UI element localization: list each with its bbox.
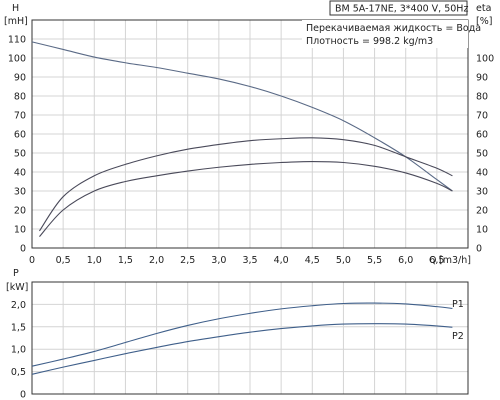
flow-tick-label: 1,0 (87, 255, 102, 266)
eta-tick-label: 30 (476, 187, 488, 198)
flow-tick-label: 0,5 (56, 255, 71, 266)
top-right-tick-labels: 0 10 20 30 40 50 60 70 80 90 100 (476, 54, 494, 255)
eta-tick-label: 60 (476, 130, 488, 141)
eta-axis-name: eta (476, 3, 491, 14)
flow-tick-label: 4,5 (305, 255, 320, 266)
top-left-tick-labels: 0 10 20 30 40 50 60 70 80 90 100 110 (8, 35, 26, 255)
power-tick-label: 0 (20, 390, 26, 400)
flow-tick-label: 2,0 (149, 255, 164, 266)
power-tick-label: 2,0 (11, 300, 26, 311)
flow-axis-name: Q (429, 255, 436, 266)
info-box (302, 20, 468, 48)
flow-tick-label: 0 (29, 255, 35, 266)
density-info: Плотность = 998.2 kg/m3 (306, 36, 433, 47)
eta-tick-label: 70 (476, 111, 488, 122)
power-tick-label: 1,5 (11, 322, 26, 333)
series-eta-lower-line (39, 160, 453, 237)
eta-axis-unit: [%] (476, 16, 492, 27)
head-tick-label: 80 (14, 92, 26, 103)
eta-tick-label: 20 (476, 206, 488, 217)
bottom-left-tick-labels: 0 0,5 1,0 1,5 2,0 (11, 300, 26, 400)
flow-tick-label: 6,5 (429, 255, 444, 266)
series-label-p2: P2 (452, 331, 464, 342)
head-tick-label: 30 (14, 187, 26, 198)
eta-tick-label: 100 (476, 54, 494, 65)
flow-tick-label: 1,5 (118, 255, 133, 266)
head-tick-label: 50 (14, 149, 26, 160)
flow-tick-label: 6,0 (398, 255, 413, 266)
x-tick-labels: 0 0,5 1,0 1,5 2,0 2,5 3,0 3,5 4,0 4,5 5,0 5,5 6,0 6,5 (29, 255, 444, 266)
head-axis-unit: [mH] (4, 16, 28, 27)
head-axis-name: H (12, 3, 19, 14)
top-plot-frame (31, 19, 469, 249)
series-p1-line (31, 302, 453, 367)
head-tick-label: 100 (8, 54, 26, 65)
series-label-p1: P1 (452, 299, 464, 310)
head-tick-label: 60 (14, 130, 26, 141)
eta-tick-label: 10 (476, 225, 488, 236)
flow-tick-label: 3,5 (242, 255, 257, 266)
liquid-info: Перекачиваемая жидкость = Вода (306, 23, 481, 34)
eta-tick-label: 40 (476, 168, 488, 179)
power-tick-label: 0,5 (11, 367, 26, 378)
flow-tick-label: 3,0 (211, 255, 226, 266)
bottom-curves (31, 302, 453, 375)
top-curves (31, 41, 453, 237)
eta-tick-label: 90 (476, 73, 488, 84)
head-tick-label: 90 (14, 73, 26, 84)
head-tick-label: 110 (8, 35, 26, 46)
series-eta-upper-line (39, 137, 453, 232)
flow-axis-unit: [m3/h] (439, 255, 471, 266)
chart-title: BM 5A-17NE, 3*400 V, 50Hz (335, 4, 468, 15)
bottom-grid (32, 282, 468, 394)
flow-tick-label: 2,5 (180, 255, 195, 266)
bottom-plot-frame (31, 281, 469, 395)
flow-tick-label: 5,5 (367, 255, 382, 266)
power-axis-unit: [kW] (6, 282, 28, 293)
eta-tick-label: 80 (476, 92, 488, 103)
series-head-line (31, 41, 453, 192)
head-tick-label: 40 (14, 168, 26, 179)
power-tick-label: 1,0 (11, 345, 26, 356)
head-tick-label: 20 (14, 206, 26, 217)
eta-tick-label: 0 (476, 244, 482, 255)
power-axis-name: P (13, 268, 19, 279)
top-grid (32, 20, 468, 248)
flow-tick-label: 4,0 (274, 255, 289, 266)
head-tick-label: 10 (14, 225, 26, 236)
head-tick-label: 0 (20, 244, 26, 255)
series-p2-line (31, 323, 453, 375)
flow-tick-label: 5,0 (336, 255, 351, 266)
eta-tick-label: 50 (476, 149, 488, 160)
title-box (329, 0, 468, 16)
head-tick-label: 70 (14, 111, 26, 122)
